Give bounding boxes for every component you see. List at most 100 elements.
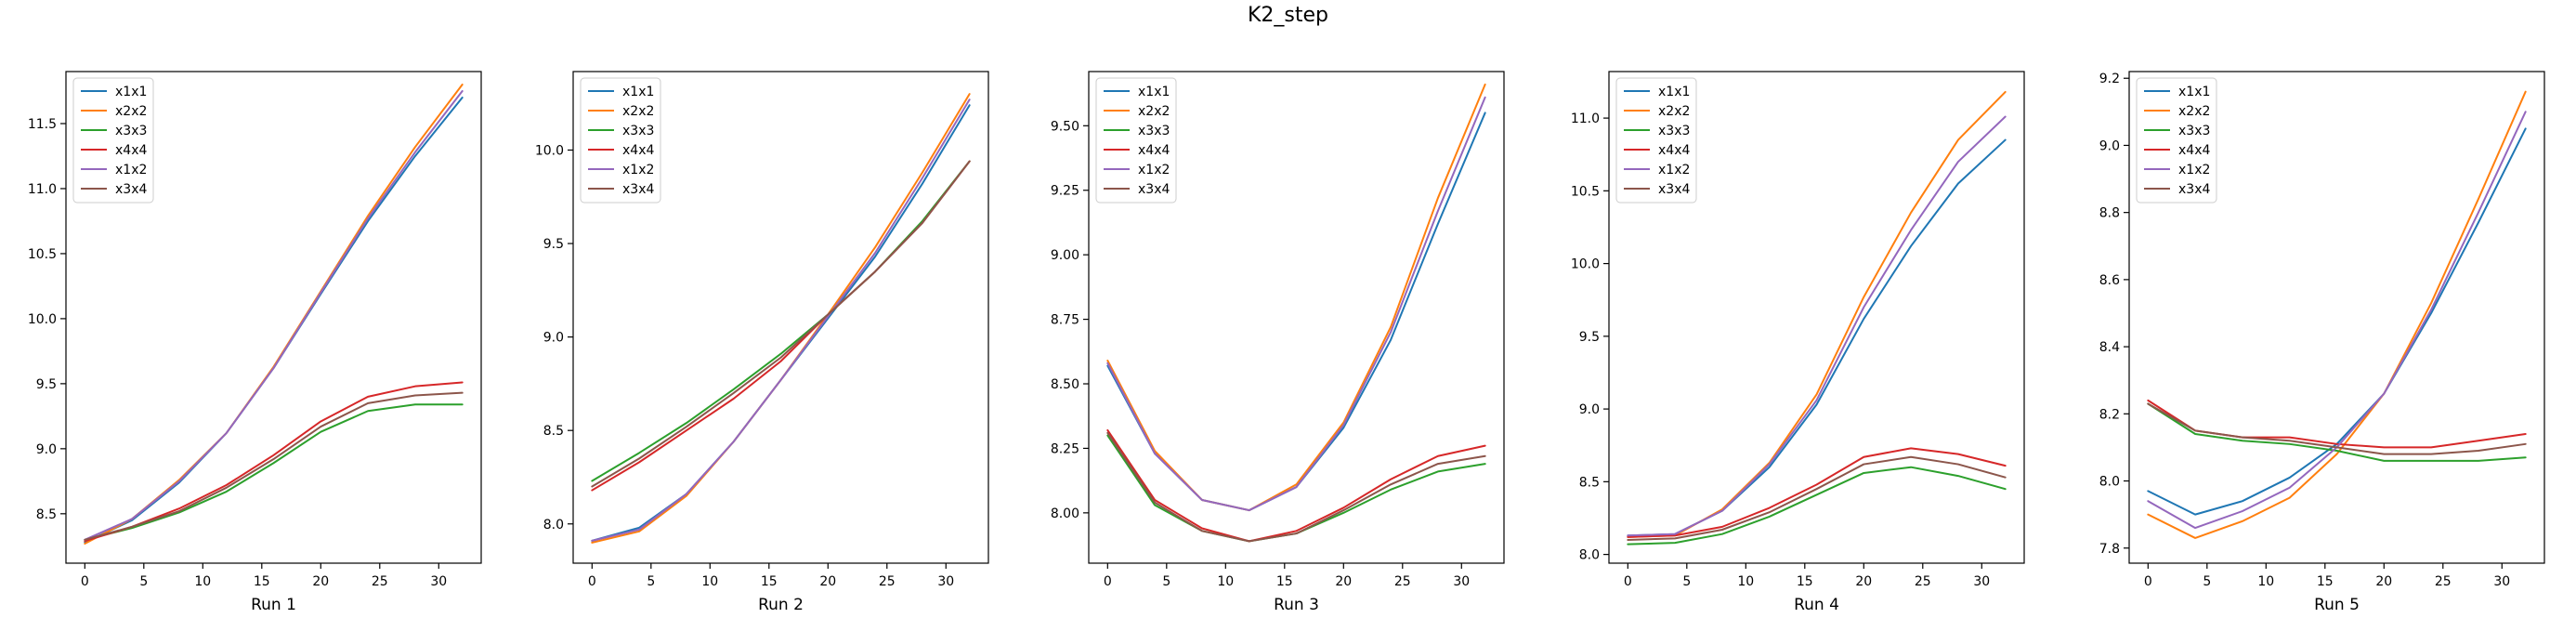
legend-label-x3x4: x3x4 bbox=[2178, 182, 2210, 197]
x-tick-label: 15 bbox=[254, 574, 270, 589]
x-tick-label: 0 bbox=[1104, 574, 1112, 589]
x-tick-label: 10 bbox=[701, 574, 718, 589]
x-tick-label: 0 bbox=[1624, 574, 1632, 589]
x-tick-label: 20 bbox=[1855, 574, 1872, 589]
legend-box bbox=[580, 77, 661, 204]
x-axis-label: Run 2 bbox=[758, 596, 804, 614]
y-tick-label: 9.25 bbox=[1051, 184, 1079, 199]
x-tick-label: 30 bbox=[1453, 574, 1470, 589]
legend-box bbox=[1095, 77, 1177, 204]
x-tick-label: 30 bbox=[937, 574, 954, 589]
legend-label-x2x2: x2x2 bbox=[2178, 104, 2210, 119]
x-axis-label: Run 3 bbox=[1274, 596, 1319, 614]
subplot-2: 0 5 10 15 20 25 30 8.0 8.5 9.0 9.5 10.0 Run 2 x1x1 x2x… bbox=[535, 71, 989, 614]
legend-label-x1x1: x1x1 bbox=[1658, 85, 1690, 99]
legend-label-x2x2: x2x2 bbox=[115, 104, 147, 119]
y-tick-label: 11.0 bbox=[28, 182, 57, 197]
series-line-x3x3 bbox=[1627, 466, 2007, 546]
x-axis-label: Run 1 bbox=[251, 596, 296, 614]
axes-frame bbox=[2128, 71, 2545, 564]
y-tick-label: 9.0 bbox=[543, 331, 564, 346]
x-tick-label: 20 bbox=[2375, 574, 2392, 589]
y-tick-label: 9.0 bbox=[1579, 402, 1600, 417]
series-line-x3x4 bbox=[591, 160, 971, 488]
series-line-x3x3 bbox=[1106, 434, 1486, 543]
y-tick-label: 8.5 bbox=[543, 424, 564, 439]
legend-label-x4x4: x4x4 bbox=[622, 143, 654, 158]
series-line-x1x2 bbox=[84, 89, 464, 541]
legend-label-x3x3: x3x3 bbox=[622, 124, 654, 138]
x-tick-label: 15 bbox=[1797, 574, 1813, 589]
x-tick-label: 10 bbox=[1737, 574, 1754, 589]
y-tick-label: 9.00 bbox=[1051, 248, 1079, 263]
x-axis-label: Run 5 bbox=[2314, 596, 2360, 614]
x-tick-label: 30 bbox=[2493, 574, 2510, 589]
y-tick-label: 9.5 bbox=[36, 377, 57, 392]
x-tick-label: 25 bbox=[1915, 574, 1931, 589]
y-tick-label: 10.5 bbox=[28, 247, 57, 262]
x-tick-label: 25 bbox=[1394, 574, 1411, 589]
series-line-x1x2 bbox=[1627, 115, 2007, 537]
x-tick-label: 25 bbox=[2435, 574, 2452, 589]
x-tick-label: 5 bbox=[1162, 574, 1170, 589]
legend-label-x3x4: x3x4 bbox=[1658, 182, 1690, 197]
axes-frame bbox=[1088, 71, 1505, 564]
legend-box bbox=[1615, 77, 1697, 204]
y-tick-label: 8.0 bbox=[543, 518, 564, 533]
series-line-x1x2 bbox=[1106, 96, 1486, 512]
legend-label-x1x1: x1x1 bbox=[115, 85, 147, 99]
y-tick-label: 11.5 bbox=[28, 117, 57, 132]
legend-box bbox=[2136, 77, 2217, 204]
legend-label-x2x2: x2x2 bbox=[1658, 104, 1690, 119]
series-line-x4x4 bbox=[1627, 447, 2007, 538]
series-line-x3x3 bbox=[84, 403, 464, 541]
subplot-5: 0 5 10 15 20 25 30 7.8 8.0 8.2 8.4 8.6 8.8 9.0 9.2 Run … bbox=[2099, 71, 2545, 614]
y-tick-label: 8.5 bbox=[1579, 475, 1600, 490]
legend-label-x3x4: x3x4 bbox=[115, 182, 147, 197]
x-tick-label: 25 bbox=[879, 574, 896, 589]
x-tick-label: 0 bbox=[588, 574, 596, 589]
legend-label-x3x3: x3x3 bbox=[115, 124, 147, 138]
y-tick-label: 8.0 bbox=[1579, 548, 1600, 563]
y-tick-label: 10.0 bbox=[1571, 257, 1600, 272]
y-tick-label: 9.5 bbox=[1579, 330, 1600, 345]
subplot-1: 0 5 10 15 20 25 30 8.5 9.0 9.5 10.0 10.5 11.0 11.5 Run… bbox=[28, 71, 482, 614]
y-tick-label: 8.00 bbox=[1051, 506, 1079, 521]
y-tick-label: 8.50 bbox=[1051, 377, 1079, 392]
legend-label-x3x3: x3x3 bbox=[2178, 124, 2210, 138]
legend-label-x4x4: x4x4 bbox=[1138, 143, 1170, 158]
y-tick-label: 8.5 bbox=[36, 507, 57, 522]
legend-label-x3x3: x3x3 bbox=[1138, 124, 1170, 138]
x-tick-label: 15 bbox=[1276, 574, 1293, 589]
x-tick-label: 0 bbox=[2144, 574, 2152, 589]
legend-label-x3x3: x3x3 bbox=[1658, 124, 1690, 138]
legend-label-x2x2: x2x2 bbox=[1138, 104, 1170, 119]
y-tick-label: 8.75 bbox=[1051, 313, 1079, 328]
legend-label-x1x2: x1x2 bbox=[622, 163, 654, 178]
y-tick-label: 7.8 bbox=[2099, 542, 2120, 557]
y-tick-label: 8.8 bbox=[2099, 206, 2120, 221]
x-tick-label: 20 bbox=[312, 574, 329, 589]
y-tick-label: 9.5 bbox=[543, 237, 564, 252]
x-tick-label: 10 bbox=[1217, 574, 1234, 589]
legend-label-x4x4: x4x4 bbox=[115, 143, 147, 158]
legend-label-x1x1: x1x1 bbox=[1138, 85, 1170, 99]
y-tick-label: 8.0 bbox=[2099, 475, 2120, 490]
legend-label-x1x2: x1x2 bbox=[115, 163, 147, 178]
series-line-x3x4 bbox=[84, 391, 464, 541]
x-tick-label: 20 bbox=[1335, 574, 1352, 589]
y-tick-label: 10.0 bbox=[28, 312, 57, 327]
x-tick-label: 15 bbox=[761, 574, 778, 589]
axes-frame bbox=[1608, 71, 2025, 564]
legend-label-x3x4: x3x4 bbox=[1138, 182, 1170, 197]
series-line-x3x3 bbox=[591, 160, 971, 482]
legend-label-x1x2: x1x2 bbox=[1138, 163, 1170, 178]
legend-label-x1x2: x1x2 bbox=[1658, 163, 1690, 178]
legend-label-x1x1: x1x1 bbox=[622, 85, 654, 99]
x-tick-label: 30 bbox=[430, 574, 447, 589]
y-tick-label: 10.0 bbox=[535, 143, 564, 158]
x-tick-label: 5 bbox=[139, 574, 148, 589]
x-tick-label: 15 bbox=[2317, 574, 2334, 589]
